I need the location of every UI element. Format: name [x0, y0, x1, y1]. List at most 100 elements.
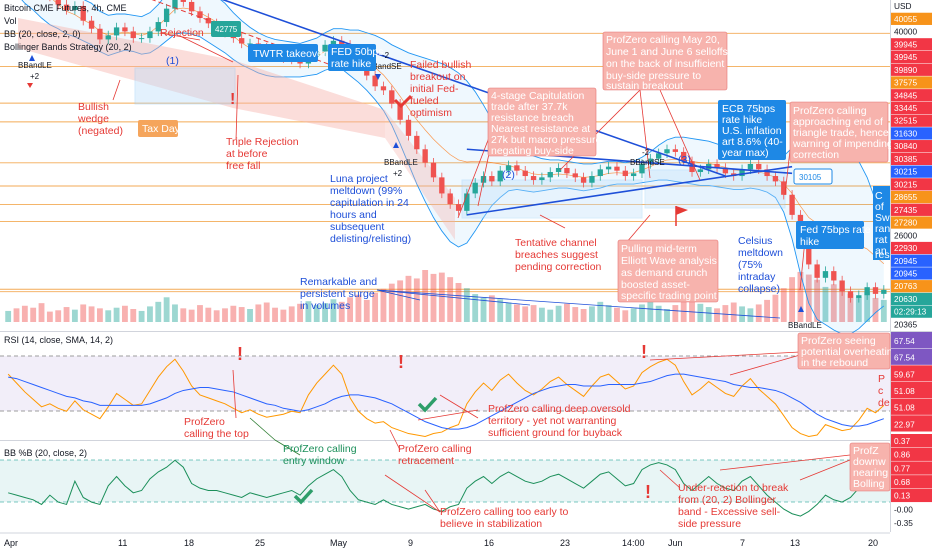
volume-bar-15 [130, 309, 137, 322]
annotation-under-2: from (20, 2) Bollinger [678, 494, 777, 506]
annotation-elliott-2: Elliott Wave analysis [621, 255, 717, 267]
candle-body-60 [505, 165, 512, 171]
x-tick-1: 11 [118, 538, 127, 548]
vol-label: Vol [4, 16, 17, 26]
volume-bar-103 [864, 292, 871, 322]
volume-bar-60 [505, 302, 512, 322]
annotation-bullish-3: (negated) [78, 125, 123, 137]
volume-bar-79 [664, 309, 670, 322]
volume-bar-13 [113, 307, 120, 322]
volume-bar-101 [847, 294, 854, 322]
rsi-axis-label-4: 51.08 [894, 403, 915, 413]
annotation-stab-2: believe in stabilization [440, 518, 542, 530]
price-axis-label-21: 20945 [894, 269, 917, 279]
price-axis[interactable]: USD 40055 40000 39945 39945 39890 37575 34845 33… [891, 1, 932, 329]
annotation-entry-2: entry window [283, 455, 345, 467]
rsi-axis-label-3: 51.08 [894, 386, 915, 396]
candle-body-71 [597, 169, 603, 177]
annotation-failed-4: fueled [410, 95, 439, 107]
volume-bar-62 [522, 306, 529, 322]
candle-body-96 [806, 244, 812, 265]
price-axis-label-bg-17 [891, 216, 932, 229]
annotation-luna-6: delisting/relisting) [330, 233, 411, 245]
rsi-lines [7, 358, 885, 438]
volume-bar-41 [347, 297, 354, 322]
exclaim-price-1: ! [230, 91, 235, 108]
volume-bar-3 [30, 307, 37, 322]
annotation-ecb-5: year max) [722, 147, 769, 159]
volume-bar-85 [714, 308, 720, 322]
volume-bar-39 [330, 299, 337, 322]
rsi-sma-line [8, 373, 884, 430]
candle-body-38 [322, 44, 328, 52]
annotation-triangle-4: warning of impending [792, 138, 893, 150]
volume-bar-49 [413, 278, 420, 322]
price-axis-label-bg-20 [891, 254, 932, 267]
wedge-box-1 [18, 18, 233, 108]
annotation-cut-right-6: an [875, 245, 887, 257]
annotation-rejection: Rejection [160, 27, 204, 39]
candle-body-8 [72, 5, 78, 10]
rsi-axis-label-bg-0 [891, 332, 932, 349]
annotation-under-4: side pressure [678, 518, 741, 530]
annotation-failed-5: optimism [410, 107, 452, 119]
candle-body-45 [380, 86, 387, 91]
candle-body-72 [605, 166, 612, 170]
candle-body-10 [88, 20, 95, 29]
rsi-axis[interactable]: 67.54 67.54 59.67 51.08 51.08 22.97 [891, 332, 932, 432]
volume-bar-74 [622, 310, 629, 322]
price-axis-label-20: 20945 [894, 256, 917, 266]
volume-bar-24 [205, 307, 212, 322]
price-axis-label-2: 40000 [894, 27, 917, 37]
annotation-failed-1: Failed bullish [410, 59, 471, 71]
x-tick-8: 14:00 [622, 538, 645, 548]
candle-body-7 [63, 4, 70, 10]
annotation-rsi-top-1: ProfZero [184, 416, 225, 428]
volume-bar-35 [297, 303, 303, 322]
candle-body-81 [681, 151, 687, 162]
annotation-volume-2: persistent surge [300, 288, 375, 300]
volume-bar-70 [589, 306, 595, 322]
annotation-bbp-cut-1: ProfZ [853, 445, 879, 457]
bbandse-label-1: -2 [382, 51, 390, 60]
volume-bar-98 [822, 286, 829, 322]
bbp-axis[interactable]: 0.37 0.86 0.77 0.68 0.13 -0.00 -0.35 [891, 434, 932, 528]
rsi-axis-label-bg-2 [891, 365, 932, 382]
annotation-luna-1: Luna project [330, 173, 388, 185]
candle-body-78 [655, 153, 662, 159]
price-axis-label-25: 20365 [894, 319, 917, 329]
rsi-axis-label-bg-4 [891, 398, 932, 415]
candle-body-22 [188, 1, 195, 12]
candle-body-24 [205, 18, 211, 24]
annotation-overheat-1: ProfZero seeing [801, 335, 876, 347]
capitulation-box [385, 110, 455, 240]
candle-body-6 [55, 0, 61, 5]
candle-body-62 [522, 170, 528, 177]
annotation-may20-1: ProfZero calling May 20, [606, 34, 720, 46]
candle-body-58 [489, 176, 495, 182]
exclamation-marks: ! ! ! ! ! [230, 91, 651, 502]
bb-label: BB (20, close, 2, 0) [4, 29, 81, 39]
price-axis-label-4: 39945 [894, 52, 917, 62]
candle-body-44 [372, 75, 378, 87]
volume-bar-28 [238, 307, 245, 322]
volume-bar-92 [772, 294, 779, 322]
rsi-band [0, 356, 890, 411]
may20-note-box [602, 31, 728, 91]
annotation-cut-right-7: res [875, 249, 890, 261]
volume-bar-76 [639, 304, 645, 322]
volume-bar-78 [655, 305, 662, 322]
candle-body-54 [455, 204, 462, 211]
price-axis-label-6: 37575 [894, 78, 917, 88]
annotation-retrace-2: retracement [398, 455, 454, 467]
candle-body-66 [555, 168, 562, 173]
x-tick-2: 18 [184, 538, 194, 548]
annotation-oversold-3: sufficient ground for buyback [488, 427, 623, 439]
price-axis-label-bg-23 [891, 292, 932, 306]
bbp-line [8, 459, 885, 517]
time-axis[interactable]: Apr 11 18 25 May 9 16 23 14:00 Jun 7 13 20 [0, 532, 890, 548]
rsi-title: RSI (14, close, SMA, 14, 2) [4, 335, 113, 345]
candle-body-98 [822, 271, 829, 278]
